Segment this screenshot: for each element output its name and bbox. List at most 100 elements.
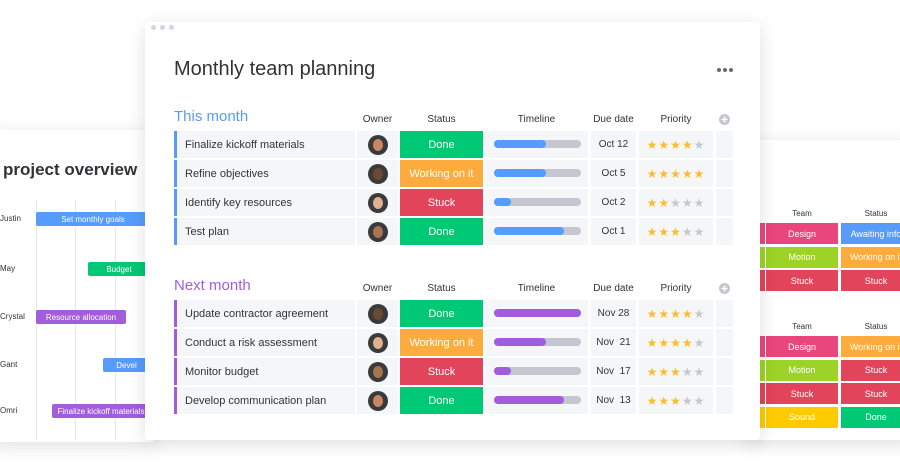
- priority-star: ★: [646, 195, 659, 210]
- avatar-face: [372, 196, 383, 209]
- priority-star: ★: [681, 195, 694, 210]
- priority-cell: ★ ★ ★ ★ ★: [639, 160, 713, 187]
- priority-star: ★: [646, 166, 659, 181]
- extra-cell: [716, 387, 733, 414]
- task-cell[interactable]: Test plan: [174, 218, 355, 245]
- task-cell[interactable]: Identify key resources: [174, 189, 355, 216]
- overview-panel: [0, 130, 155, 442]
- priority-cell: ★ ★ ★ ★ ★: [639, 189, 713, 216]
- priority-cell: ★ ★ ★ ★ ★: [639, 358, 713, 385]
- status-cell: Working on it: [841, 246, 900, 268]
- priority-star: ★: [670, 306, 682, 321]
- owner-avatar: [367, 163, 388, 184]
- column-header: Status: [427, 114, 456, 125]
- extra-cell: [716, 329, 733, 356]
- priority-star: ★: [670, 137, 682, 152]
- avatar-face: [372, 365, 383, 378]
- priority-cell: ★ ★ ★ ★ ★: [639, 300, 713, 327]
- task-cell[interactable]: Update contractor agreement: [174, 300, 355, 327]
- priority-star: ★: [693, 224, 706, 239]
- side-col-header: Status: [864, 322, 888, 331]
- menu-dot[interactable]: [717, 68, 721, 72]
- due-date-cell: Oct 1: [591, 218, 636, 245]
- task-cell[interactable]: Refine objectives: [174, 160, 355, 187]
- priority-star: ★: [670, 224, 682, 239]
- priority-star: ★: [670, 335, 682, 350]
- add-column-button[interactable]: [719, 283, 730, 294]
- extra-cell: [716, 189, 733, 216]
- priority-star: ★: [693, 393, 706, 408]
- timeline-fill: [494, 338, 547, 346]
- column-header: Timeline: [517, 114, 556, 125]
- priority-star: ★: [681, 306, 694, 321]
- task-cell[interactable]: Develop communication plan: [174, 387, 355, 414]
- status-cell: Stuck: [841, 270, 900, 291]
- priority-star: ★: [693, 306, 706, 321]
- priority-star: ★: [658, 195, 671, 210]
- menu-dot[interactable]: [729, 68, 733, 72]
- owner-cell: [357, 300, 398, 327]
- gantt-owner: Omri: [0, 406, 18, 415]
- window-dot: [169, 25, 174, 30]
- side-col-header: Team: [792, 322, 812, 331]
- window-dot: [160, 25, 165, 30]
- due-date-cell: Oct 12: [591, 131, 636, 158]
- status-cell[interactable]: Working on it: [400, 329, 483, 356]
- extra-cell: [716, 218, 733, 245]
- add-column-button[interactable]: [719, 114, 730, 125]
- overview-title: project overview: [3, 160, 138, 179]
- status-cell[interactable]: Done: [400, 300, 483, 327]
- column-header: Owner: [362, 114, 393, 125]
- task-cell[interactable]: Finalize kickoff materials: [174, 131, 355, 158]
- timeline-fill: [494, 396, 564, 404]
- task-cell[interactable]: Conduct a risk assessment: [174, 329, 355, 356]
- task-cell[interactable]: Monitor budget: [174, 358, 355, 385]
- team-cell: Motion: [766, 359, 838, 381]
- owner-cell: [357, 189, 398, 216]
- owner-cell: [357, 358, 398, 385]
- status-cell[interactable]: Stuck: [400, 358, 483, 385]
- priority-star: ★: [693, 335, 706, 350]
- side-row-strip: [760, 336, 765, 357]
- priority-star: ★: [693, 166, 706, 181]
- side-row-strip: [760, 223, 765, 244]
- side-row-strip: [760, 270, 765, 291]
- timeline-track: [494, 198, 581, 206]
- owner-avatar: [367, 390, 388, 411]
- timeline-fill: [494, 140, 547, 148]
- status-cell[interactable]: Working on it: [400, 160, 483, 187]
- owner-avatar: [367, 361, 388, 382]
- menu-dot[interactable]: [723, 68, 727, 72]
- team-cell: Stuck: [766, 270, 838, 291]
- side-row-strip: [760, 383, 765, 404]
- avatar-face: [372, 167, 383, 180]
- priority-star: ★: [670, 364, 682, 379]
- owner-avatar: [367, 134, 388, 155]
- status-cell[interactable]: Done: [400, 218, 483, 245]
- priority-star: ★: [681, 224, 694, 239]
- status-cell: Stuck: [841, 383, 900, 404]
- priority-cell: ★ ★ ★ ★ ★: [639, 329, 713, 356]
- priority-star: ★: [693, 364, 706, 379]
- timeline-track: [494, 367, 581, 375]
- priority-star: ★: [693, 137, 706, 152]
- side-col-header: Team: [792, 209, 812, 218]
- status-cell[interactable]: Done: [400, 131, 483, 158]
- avatar-face: [372, 225, 383, 238]
- timeline-fill: [494, 198, 512, 206]
- priority-star: ★: [693, 195, 706, 210]
- gantt-bar: Set monthly goals: [36, 212, 150, 226]
- status-cell[interactable]: Done: [400, 387, 483, 414]
- board-title: Monthly team planning: [174, 58, 376, 80]
- due-date-cell: Nov 21: [591, 329, 636, 356]
- extra-cell: [716, 131, 733, 158]
- priority-star: ★: [658, 137, 671, 152]
- priority-star: ★: [658, 335, 671, 350]
- owner-avatar: [367, 192, 388, 213]
- gantt-owner: May: [0, 264, 16, 273]
- group-title: Next month: [174, 277, 251, 294]
- status-cell[interactable]: Stuck: [400, 189, 483, 216]
- priority-star: ★: [681, 393, 694, 408]
- priority-star: ★: [658, 224, 671, 239]
- column-header: Status: [427, 283, 456, 294]
